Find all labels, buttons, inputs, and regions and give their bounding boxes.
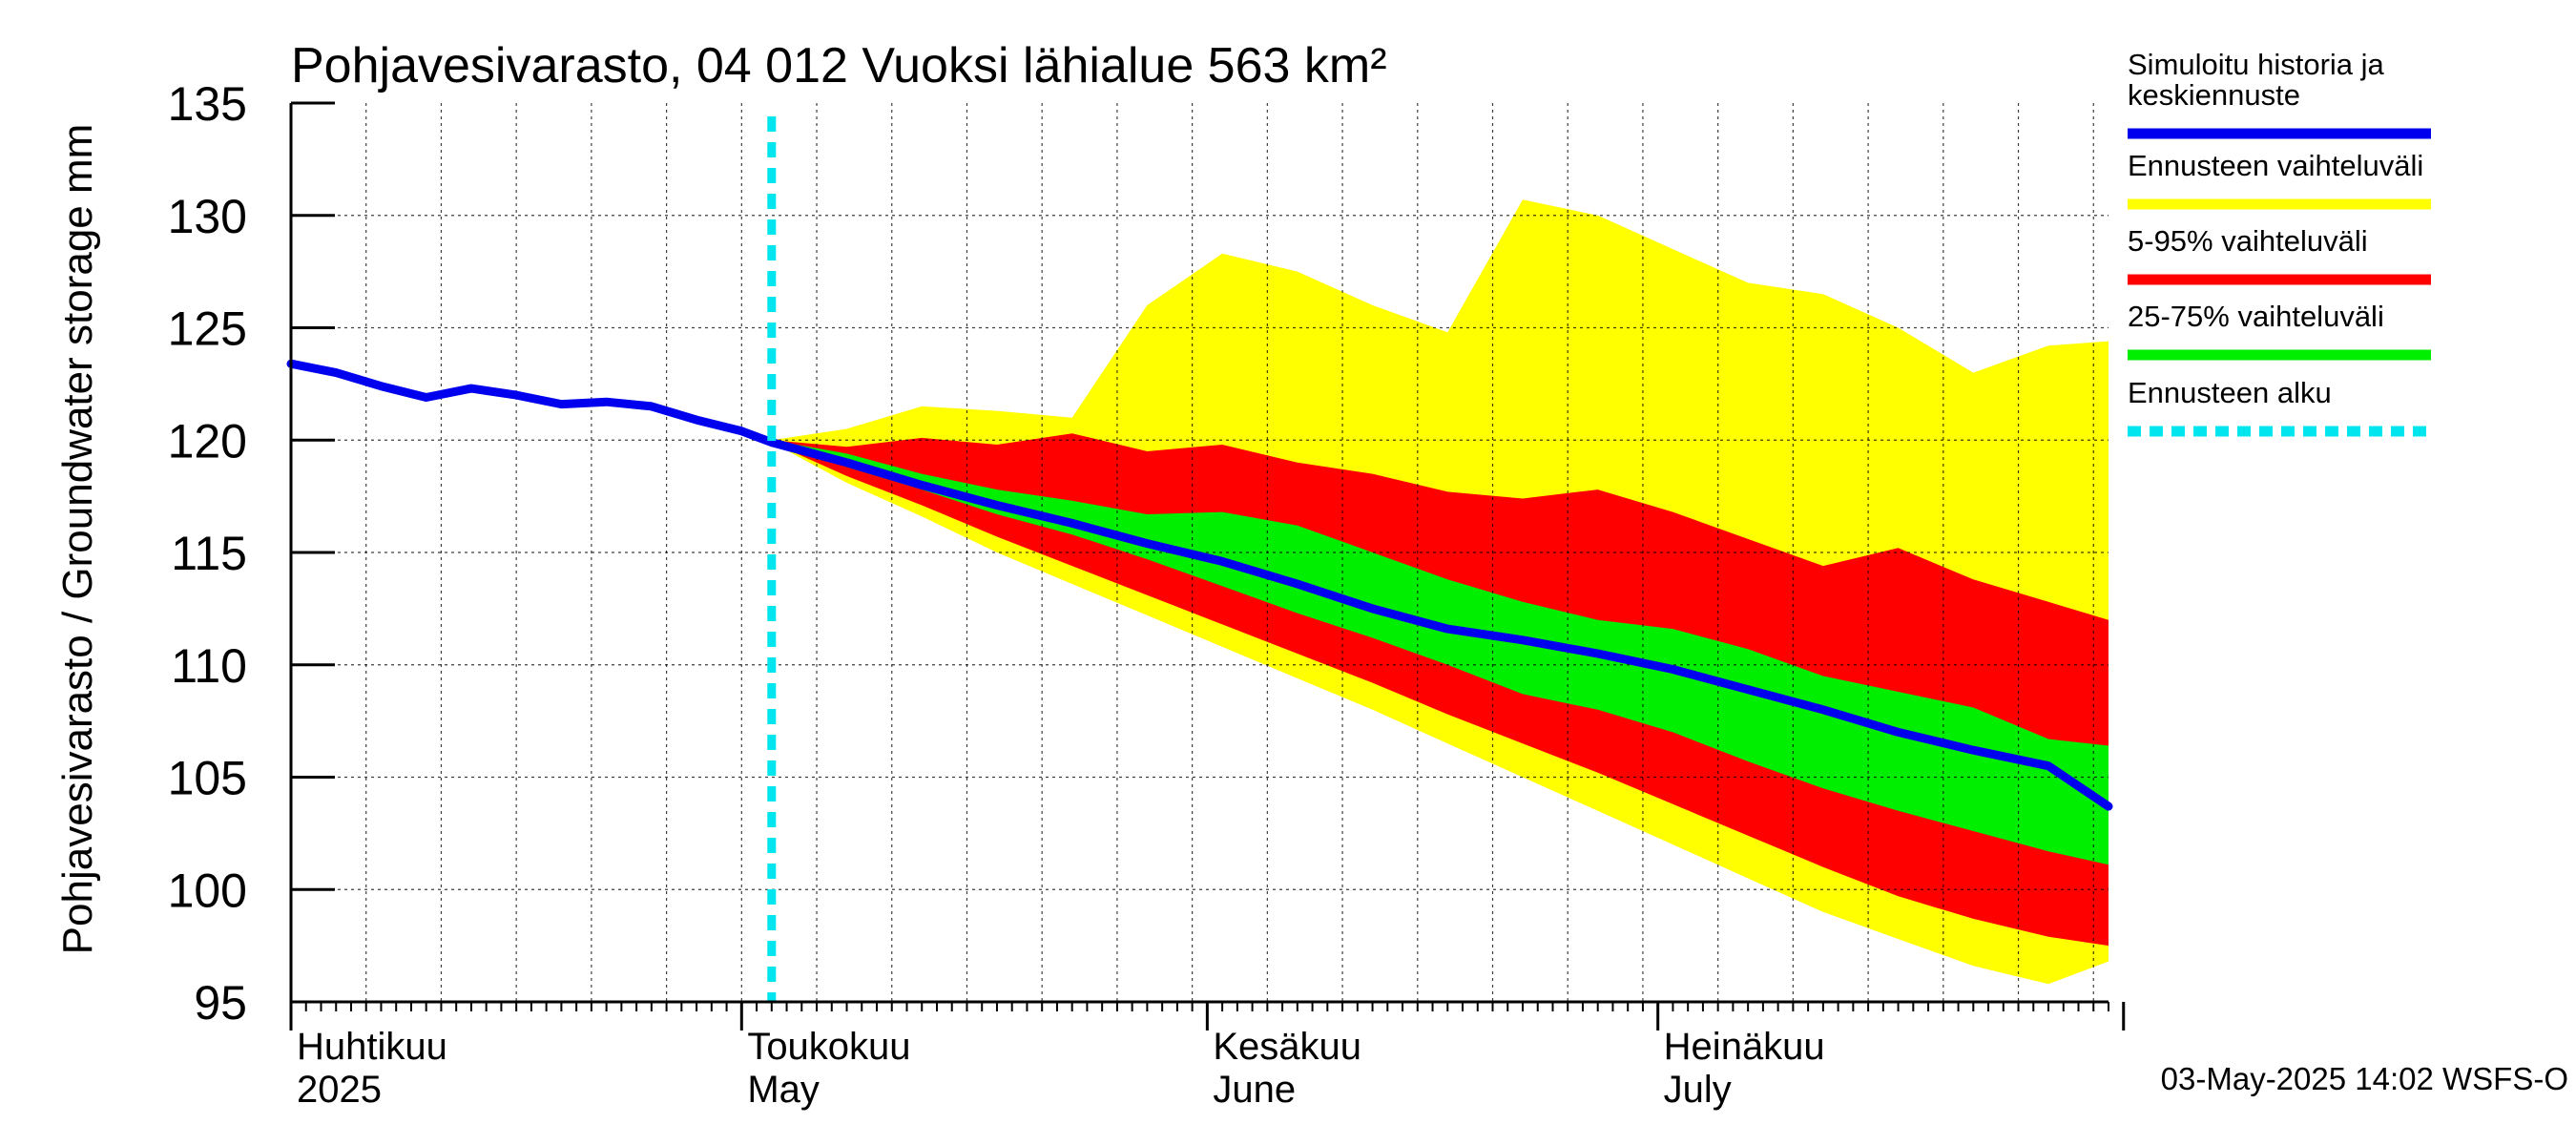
- chart-title: Pohjavesivarasto, 04 012 Vuoksi lähialue…: [291, 38, 1387, 94]
- legend-label-1: Simuloitu historia ja: [2128, 48, 2385, 81]
- x-month-label-en: July: [1664, 1069, 1732, 1111]
- band-3: [771, 440, 2109, 865]
- legend-label-1: keskiennuste: [2128, 78, 2300, 112]
- legend-label-2: Ennusteen vaihteluväli: [2128, 149, 2423, 182]
- series-line-mean: [286, 359, 2113, 811]
- x-month-label-fi: Kesäkuu: [1213, 1026, 1361, 1068]
- x-month-label-fi: Huhtikuu: [297, 1026, 447, 1068]
- y-tick-label: 110: [171, 639, 247, 693]
- y-axis-label: Pohjavesivarasto / Groundwater storage m…: [54, 124, 101, 955]
- y-tick-label: 120: [168, 414, 247, 468]
- x-month-label-fi: Toukokuu: [747, 1026, 910, 1068]
- x-month-label-en: 2025: [297, 1069, 382, 1111]
- legend-label-4: 25-75% vaihteluväli: [2128, 300, 2384, 333]
- y-tick-label: 125: [168, 302, 247, 356]
- x-month-label-en: May: [747, 1069, 820, 1111]
- y-tick-label: 130: [168, 190, 247, 243]
- x-month-label-en: June: [1213, 1069, 1296, 1111]
- y-tick-label: 95: [194, 976, 247, 1030]
- y-tick-label: 135: [168, 77, 247, 131]
- band-2: [771, 433, 2109, 947]
- legend-label-5: Ennusteen alku: [2128, 376, 2332, 409]
- y-tick-label: 100: [168, 864, 247, 917]
- plot-area: [286, 103, 2113, 1002]
- legend-label-3: 5-95% vaihteluväli: [2128, 224, 2368, 258]
- y-tick-label: 105: [168, 752, 247, 805]
- y-tick-label: 115: [171, 527, 247, 580]
- x-month-label-fi: Heinäkuu: [1664, 1026, 1825, 1068]
- footer-timestamp: 03-May-2025 14:02 WSFS-O: [2161, 1061, 2568, 1096]
